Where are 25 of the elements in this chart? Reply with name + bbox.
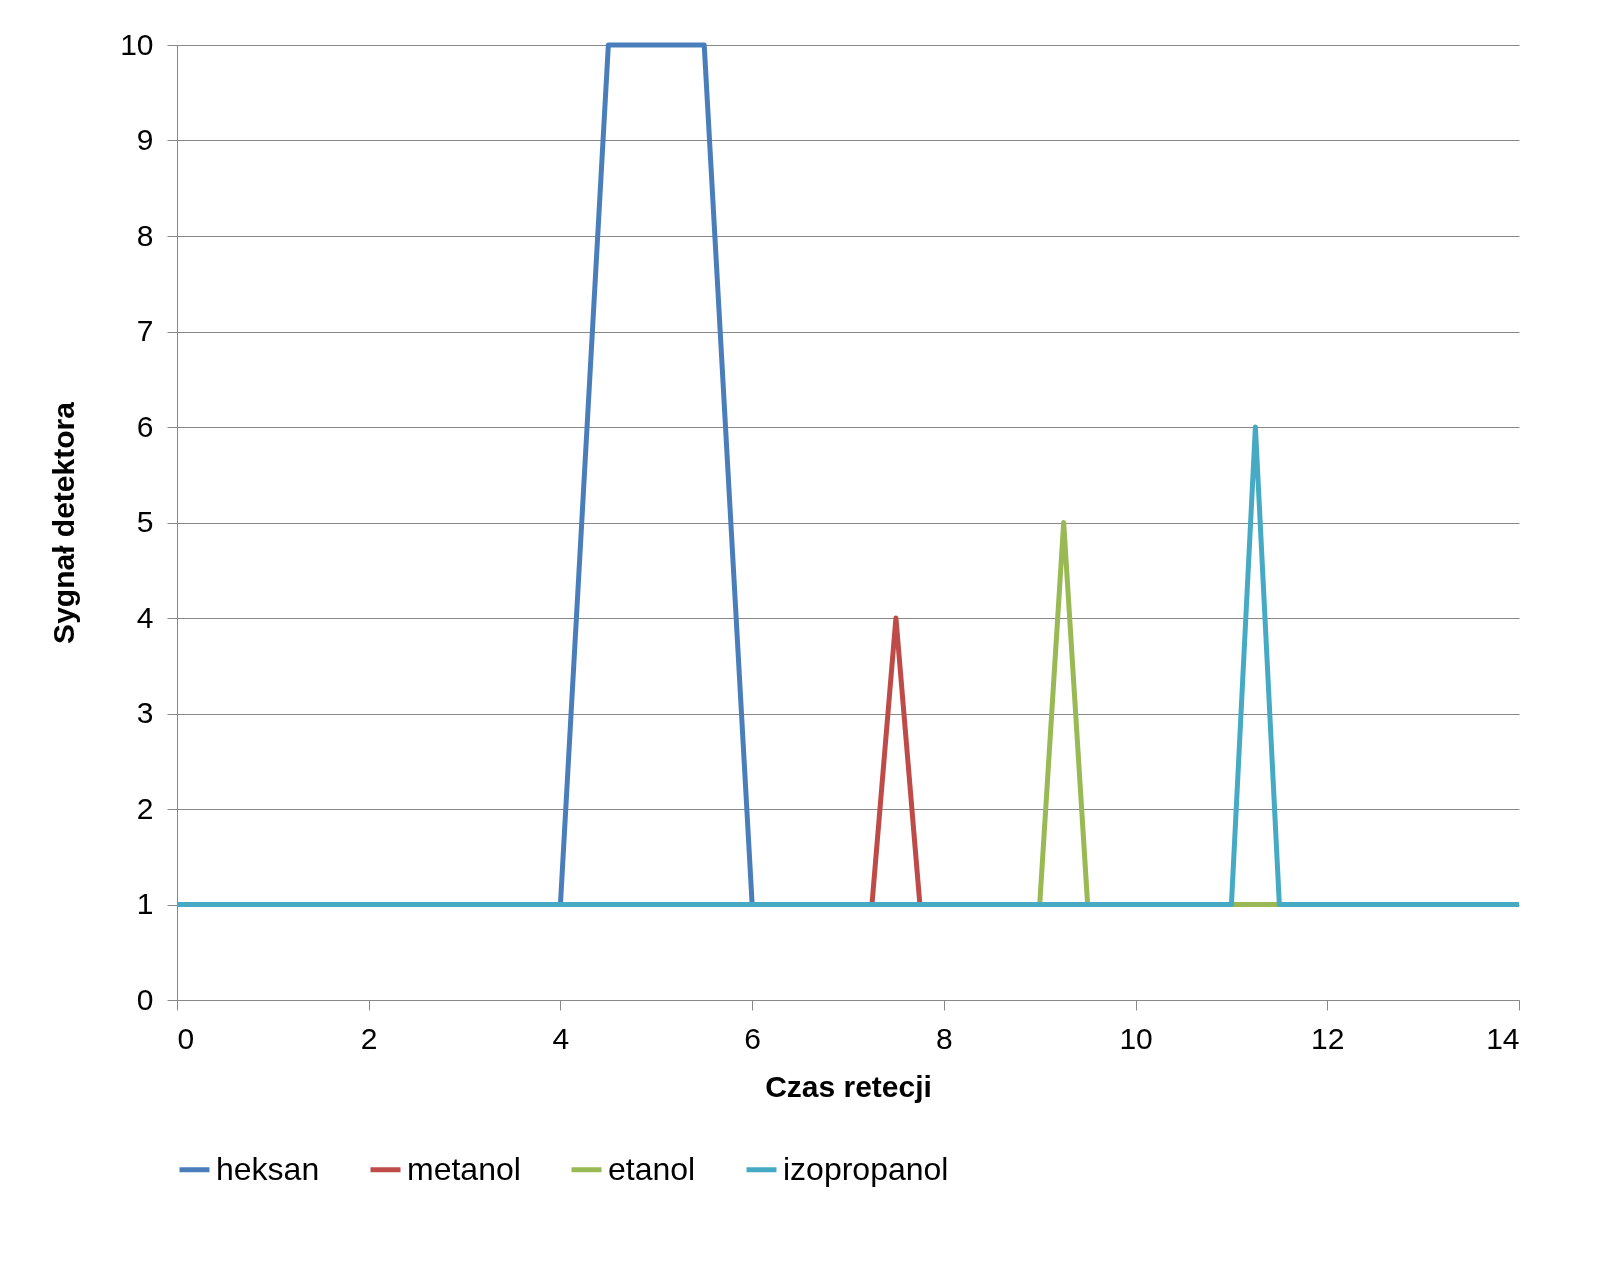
- legend-label: izopropanol: [783, 1150, 949, 1187]
- y-tick-label: 9: [136, 123, 154, 156]
- y-tick-label: 8: [136, 218, 154, 252]
- y-tick-label: 10: [120, 27, 154, 61]
- x-tick-label: 12: [1311, 1021, 1345, 1055]
- y-tick-label: 3: [136, 696, 154, 729]
- y-tick-label: 4: [136, 600, 154, 634]
- y-tick-label: 2: [136, 791, 154, 825]
- x-tick-label: 14: [1486, 1021, 1520, 1055]
- x-tick-label: 6: [744, 1021, 761, 1055]
- legend-label: metanol: [407, 1150, 521, 1187]
- legend-label: etanol: [608, 1150, 696, 1187]
- x-tick-label: 2: [360, 1021, 378, 1055]
- legend-label: heksan: [216, 1150, 320, 1187]
- x-tick-label: 10: [1119, 1021, 1153, 1055]
- y-axis-title: Sygnał detektora: [47, 401, 81, 644]
- x-tick-label: 8: [936, 1021, 953, 1055]
- x-axis-title: Czas retecji: [765, 1069, 932, 1103]
- y-tick-label: 0: [136, 982, 154, 1016]
- x-tick-label: 0: [177, 1021, 195, 1055]
- x-tick-label: 4: [552, 1021, 570, 1055]
- y-tick-label: 5: [136, 505, 154, 538]
- y-tick-label: 1: [136, 887, 154, 920]
- y-tick-label: 7: [136, 314, 154, 347]
- y-tick-label: 6: [136, 409, 154, 443]
